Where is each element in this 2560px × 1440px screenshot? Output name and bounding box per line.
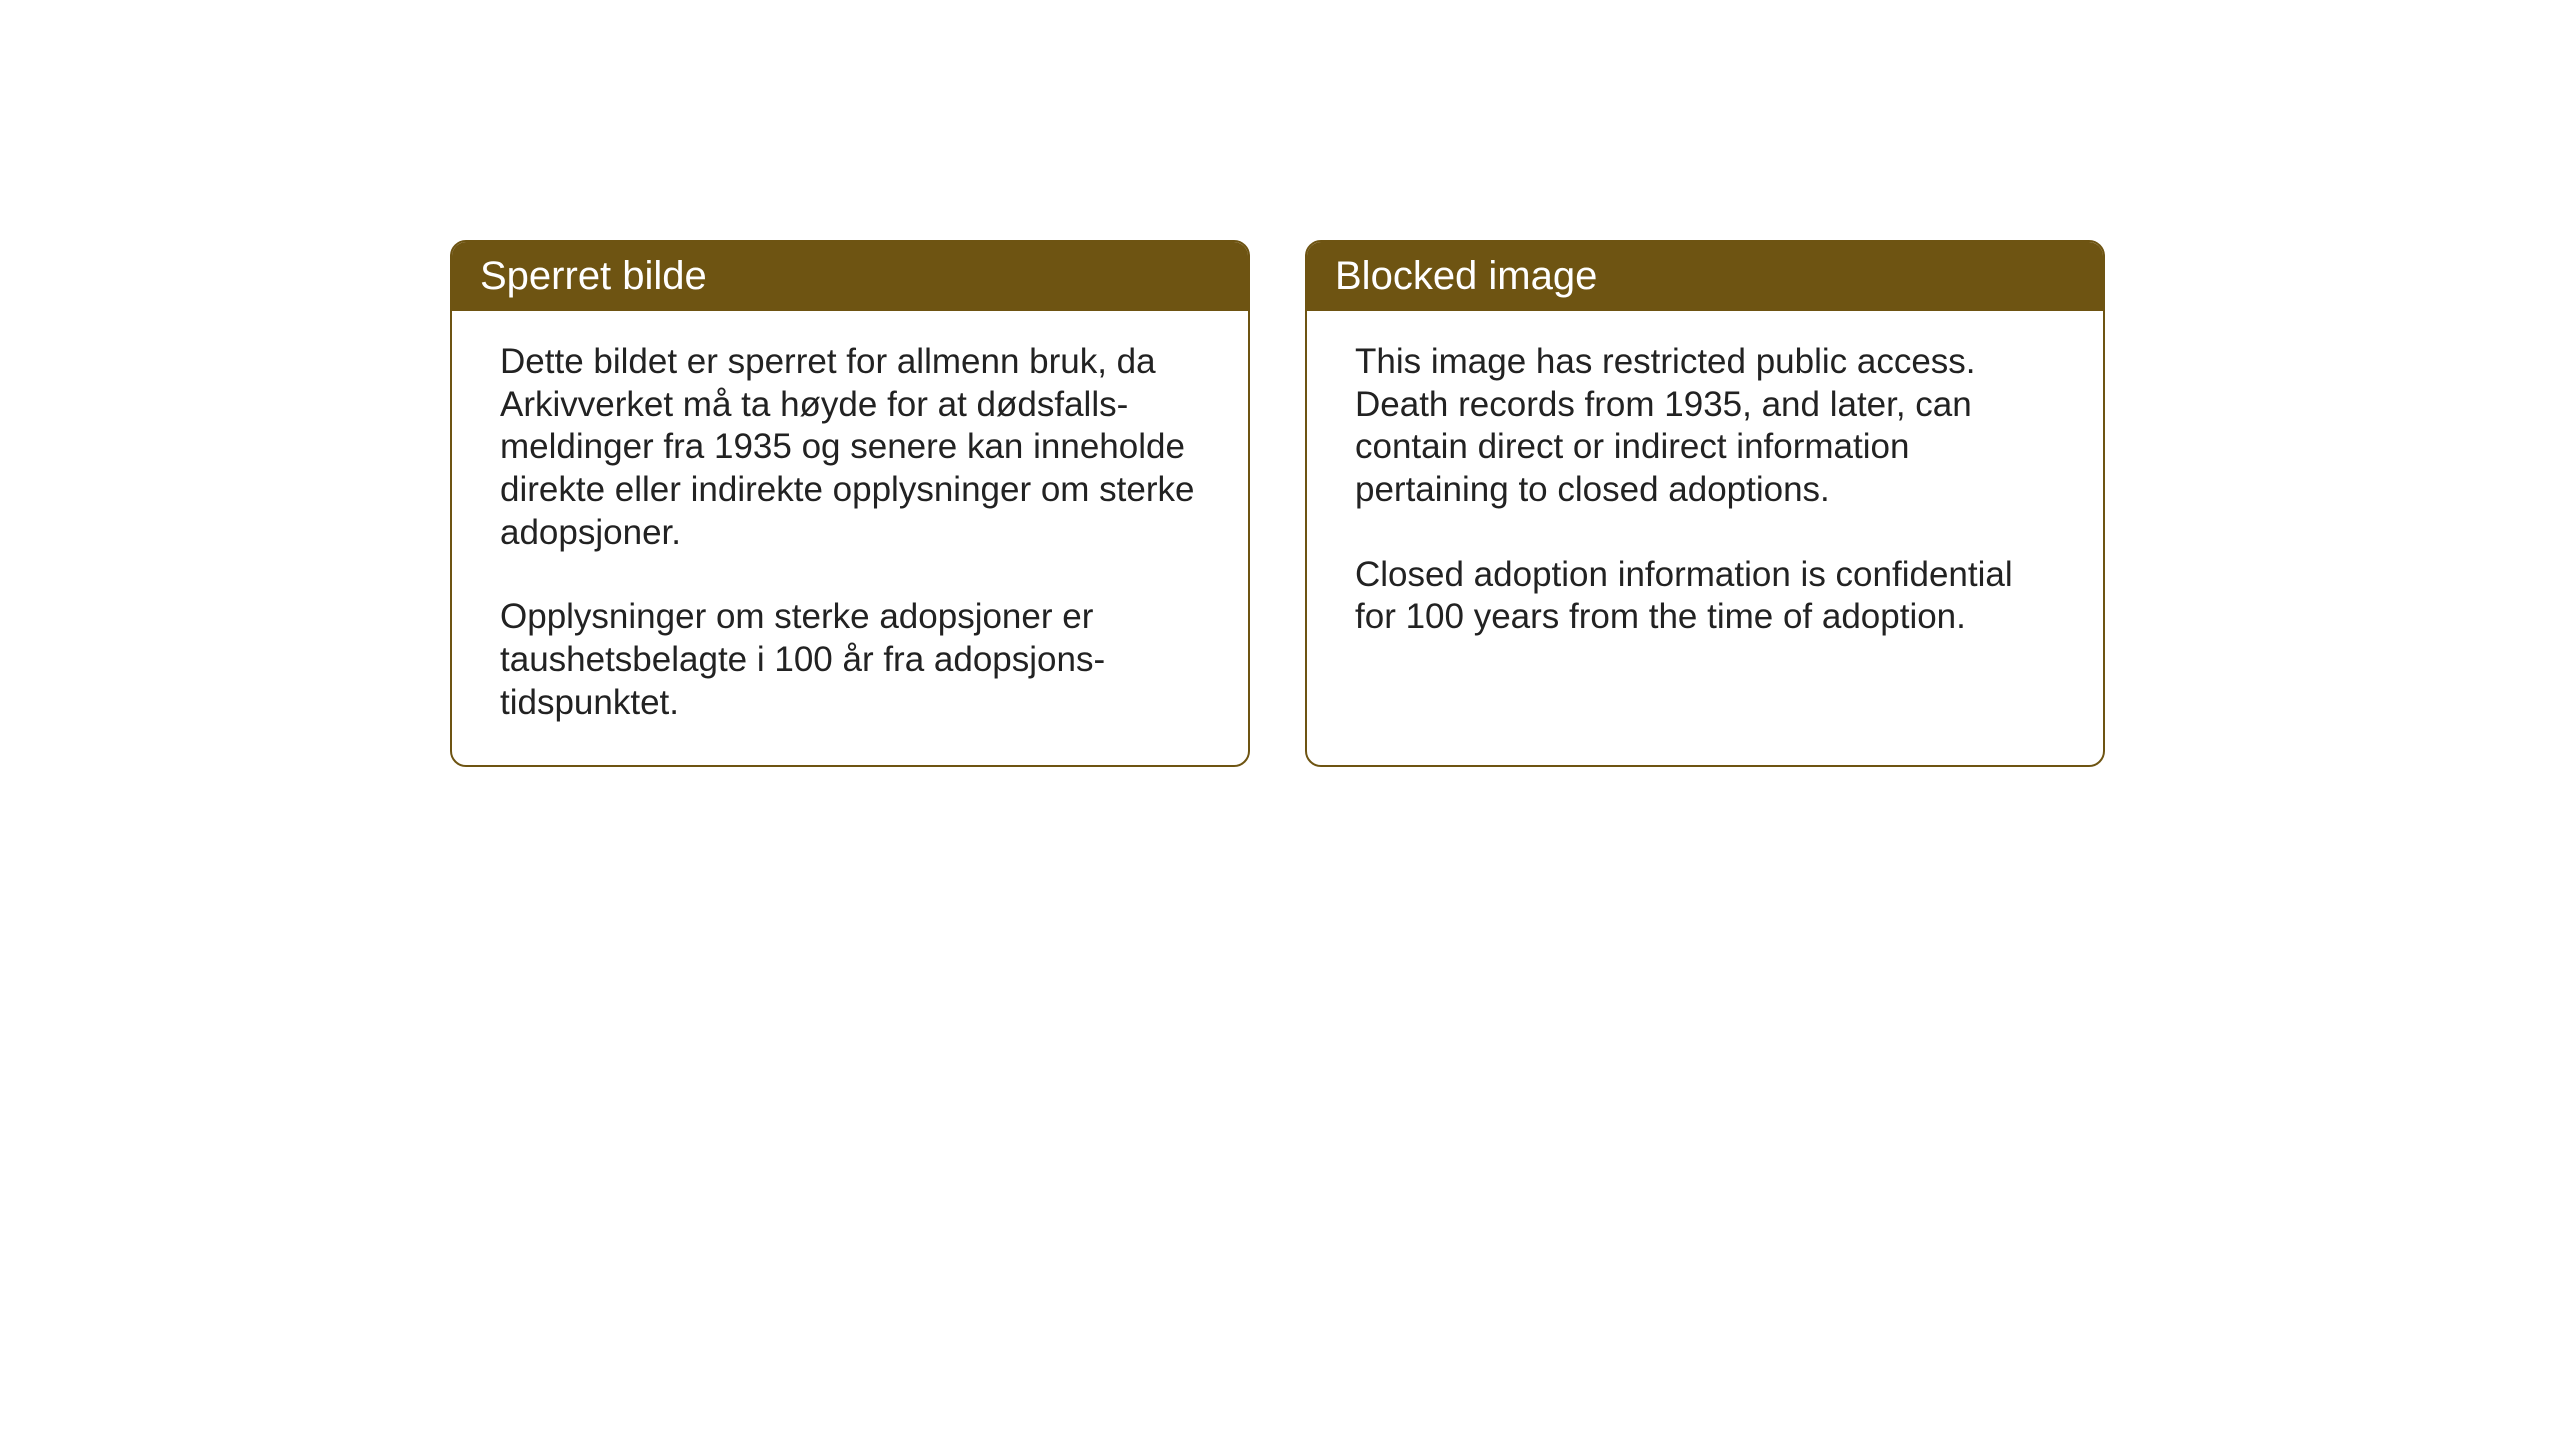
norwegian-card-header: Sperret bilde: [452, 242, 1248, 311]
norwegian-card-title: Sperret bilde: [480, 254, 707, 298]
english-card-body: This image has restricted public access.…: [1307, 311, 2103, 731]
norwegian-card-body: Dette bildet er sperret for allmenn bruk…: [452, 311, 1248, 765]
norwegian-paragraph-2: Opplysninger om sterke adopsjoner er tau…: [500, 596, 1200, 724]
english-notice-card: Blocked image This image has restricted …: [1305, 240, 2105, 767]
english-paragraph-2: Closed adoption information is confident…: [1355, 554, 2055, 639]
notice-cards-container: Sperret bilde Dette bildet er sperret fo…: [450, 240, 2560, 767]
norwegian-notice-card: Sperret bilde Dette bildet er sperret fo…: [450, 240, 1250, 767]
english-card-header: Blocked image: [1307, 242, 2103, 311]
english-paragraph-1: This image has restricted public access.…: [1355, 341, 2055, 512]
norwegian-paragraph-1: Dette bildet er sperret for allmenn bruk…: [500, 341, 1200, 554]
english-card-title: Blocked image: [1335, 254, 1597, 298]
